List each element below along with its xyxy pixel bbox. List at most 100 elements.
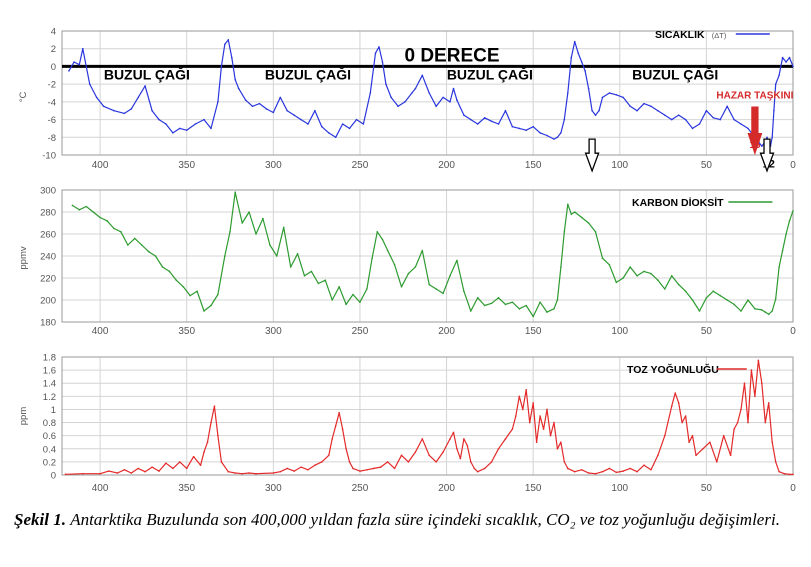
data-point <box>733 428 735 430</box>
y-tick-label: 4 <box>51 27 56 38</box>
data-point <box>411 92 413 94</box>
data-point <box>636 470 638 473</box>
data-point <box>764 311 767 313</box>
data-point <box>712 117 715 119</box>
data-point <box>203 118 205 121</box>
data-point <box>778 266 780 268</box>
data-point <box>778 470 780 473</box>
data-point <box>289 266 292 268</box>
data-point <box>428 454 431 457</box>
data-point <box>788 56 791 59</box>
data-point <box>248 472 250 474</box>
data-point <box>771 310 774 312</box>
data-point <box>788 473 791 476</box>
data-point <box>664 288 666 290</box>
data-point <box>511 301 514 304</box>
data-point <box>265 108 268 110</box>
data-point <box>688 441 690 444</box>
data-point <box>546 311 548 313</box>
data-point <box>643 464 645 466</box>
y-tick-label: 260 <box>40 230 56 241</box>
data-point <box>154 255 157 257</box>
data-point <box>272 111 275 114</box>
data-point <box>338 411 340 414</box>
data-point <box>664 434 666 437</box>
data-point <box>525 129 528 131</box>
data-point <box>165 462 167 465</box>
data-point <box>385 83 387 85</box>
data-point <box>393 264 396 266</box>
data-point <box>670 405 673 407</box>
data-point <box>373 467 375 470</box>
data-point <box>95 96 98 99</box>
data-point <box>133 237 136 240</box>
data-point <box>754 308 756 310</box>
data-point <box>442 292 444 295</box>
y-tick-label: 2 <box>51 44 56 55</box>
data-point <box>338 286 340 288</box>
data-point <box>726 105 728 108</box>
data-point <box>390 96 392 99</box>
data-point <box>774 83 777 85</box>
plot-frame <box>61 189 794 323</box>
data-point <box>525 304 528 307</box>
x-tick-label: 0 <box>790 483 796 494</box>
legend-label: SICAKLIK <box>655 29 705 41</box>
data-point <box>563 118 566 121</box>
data-point <box>670 118 673 121</box>
x-tick-label: 200 <box>438 483 455 494</box>
x-tick-label: 50 <box>701 160 713 171</box>
data-point <box>293 470 295 472</box>
data-point <box>194 123 197 125</box>
data-point <box>712 290 715 293</box>
data-point <box>144 470 146 473</box>
data-point <box>615 93 618 96</box>
data-point <box>442 96 444 99</box>
data-point <box>217 101 219 103</box>
data-point <box>158 470 160 472</box>
data-point <box>303 275 306 277</box>
data-point <box>560 266 562 268</box>
data-point <box>584 70 586 72</box>
data-point <box>456 259 458 262</box>
data-point <box>719 118 722 121</box>
data-point <box>608 92 611 94</box>
data-point <box>463 438 465 440</box>
data-point <box>210 127 212 130</box>
data-point <box>650 272 652 275</box>
data-point <box>168 270 171 273</box>
data-point <box>99 216 101 219</box>
data-point <box>262 217 264 220</box>
y-tick-label: -2 <box>48 80 56 91</box>
data-point <box>677 283 680 286</box>
data-point <box>726 299 728 301</box>
data-point <box>719 294 722 297</box>
data-point <box>85 205 88 208</box>
data-point <box>213 405 216 407</box>
data-point <box>64 473 67 476</box>
data-point <box>781 56 784 59</box>
y-tick-label: -4 <box>48 97 56 108</box>
data-point <box>421 249 424 252</box>
data-point <box>161 266 164 268</box>
data-point <box>674 392 677 394</box>
x-tick-label: 300 <box>265 326 282 337</box>
data-point <box>442 451 444 453</box>
data-point <box>650 468 652 471</box>
data-point <box>123 112 126 115</box>
data-point <box>203 451 205 453</box>
data-point <box>521 408 524 411</box>
data-point <box>497 447 500 450</box>
data-point <box>764 421 767 424</box>
data-point <box>622 96 625 99</box>
data-point <box>81 472 84 475</box>
x-tick-label: 250 <box>352 483 369 494</box>
data-point <box>473 467 476 470</box>
data-point <box>525 388 528 391</box>
data-point <box>452 87 455 90</box>
data-point <box>435 105 437 108</box>
y-tick-label: 240 <box>40 252 56 263</box>
x-tick-label: 150 <box>525 160 542 171</box>
data-point <box>456 447 458 450</box>
y-tick-label: 0.4 <box>43 444 56 455</box>
